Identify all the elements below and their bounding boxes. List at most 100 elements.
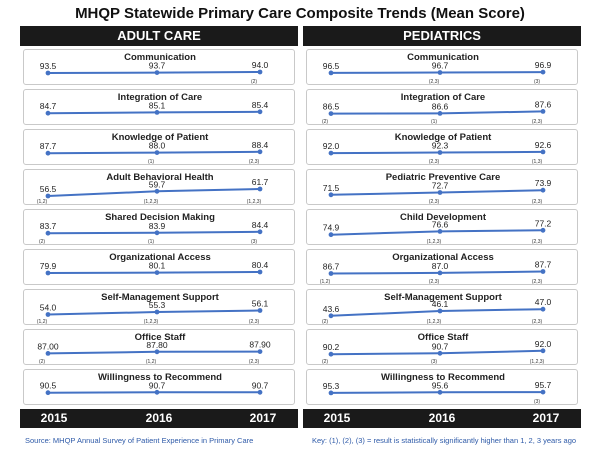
data-point: [154, 70, 160, 75]
measure-card: Willingness to Recommend 90.5 90.7 90.7: [23, 369, 295, 405]
data-label: 94.0: [252, 60, 269, 70]
data-label: 96.7: [432, 61, 449, 71]
data-point: [154, 389, 160, 395]
data-point: [257, 109, 263, 115]
trend-chart: 43.6 (2) 46.1 (1,2,3) 47.0 (2,3): [322, 297, 552, 325]
data-point: [437, 111, 443, 116]
trend-chart: 56.5 (1,2) 59.7 (1,2,3) 61.7 (1,2,3): [37, 177, 269, 205]
data-point: [257, 269, 263, 275]
data-label: 90.7: [149, 380, 166, 390]
data-point: [540, 389, 546, 395]
data-label: 87.7: [40, 141, 57, 151]
data-label: 93.5: [40, 61, 57, 71]
significance-note: (1,2): [37, 319, 48, 325]
series-title: Office Staff: [417, 332, 469, 343]
data-point: [437, 350, 443, 356]
data-label: 90.2: [323, 342, 340, 352]
measure-card: Communication 96.5 96.7 (2,3) 96.9 (3): [306, 49, 578, 85]
year-label: 2015: [40, 411, 68, 425]
data-label: 87.0: [432, 261, 449, 271]
data-point: [45, 312, 51, 317]
series-title: Willingness to Recommend: [98, 372, 222, 383]
measure-card: Shared Decision Making 83.7 (2) 83.9 (1) 84.4…: [23, 209, 295, 245]
data-label: 85.1: [149, 100, 166, 110]
source-note: Source: MHQP Annual Survey of Patient Ex…: [25, 436, 254, 445]
measure-card: Integration of Care 84.7 85.1 85.4: [23, 89, 295, 125]
year-label: 2017: [249, 411, 277, 425]
data-point: [540, 109, 546, 114]
data-label: 92.6: [535, 140, 552, 150]
data-label: 96.9: [535, 60, 552, 70]
significance-note: (2,3): [249, 359, 260, 365]
significance-note: (1,2): [146, 359, 157, 365]
data-label: 88.0: [149, 141, 166, 151]
series-line: [47, 309, 261, 316]
data-label: 80.4: [252, 260, 269, 270]
significance-note: (2,3): [249, 319, 260, 325]
year-label: 2017: [532, 411, 560, 425]
trend-chart: 92.0 92.3 (2,3) 92.6 (1,3): [323, 140, 552, 165]
series-line: [47, 150, 261, 155]
data-point: [437, 308, 443, 314]
trend-chart: 96.5 96.7 (2,3) 96.9 (3): [323, 60, 552, 85]
data-label: 92.0: [323, 141, 340, 151]
data-label: 93.7: [149, 61, 166, 71]
measure-card: Organizational Access 79.9 80.1 80.4: [23, 249, 295, 285]
data-point: [328, 351, 334, 357]
data-label: 56.5: [40, 184, 57, 194]
significance-note: (3): [534, 79, 540, 85]
data-point: [328, 313, 334, 319]
data-label: 59.7: [149, 179, 166, 189]
measure-card: Child Development 74.9 76.6 (1,2,3) 77.2 (2,3…: [306, 209, 578, 245]
data-label: 87.00: [37, 341, 59, 351]
key-note: Key: (1), (2), (3) = result is statistic…: [312, 436, 577, 445]
data-label: 71.5: [323, 183, 340, 193]
measure-card: Communication 93.5 93.7 94.0 (2): [23, 49, 295, 85]
data-point: [45, 351, 51, 356]
data-label: 95.7: [535, 380, 552, 390]
significance-note: (1): [148, 159, 154, 165]
data-label: 95.3: [323, 381, 340, 391]
data-label: 90.7: [432, 341, 449, 351]
data-point: [328, 111, 334, 116]
significance-note: (2): [322, 119, 328, 125]
data-label: 87.90: [249, 340, 271, 350]
data-point: [437, 190, 443, 195]
trend-chart: 74.9 76.6 (1,2,3) 77.2 (2,3): [323, 218, 552, 245]
data-point: [328, 271, 334, 276]
measure-card: Adult Behavioral Health 56.5 (1,2) 59.7 (1,2…: [23, 169, 295, 205]
data-label: 87.7: [535, 260, 552, 270]
series-line: [330, 71, 544, 74]
series-title: Integration of Care: [117, 92, 203, 103]
trend-chart: 84.7 85.1 85.4: [40, 100, 269, 116]
series-title: Knowledge of Patient: [111, 132, 209, 143]
data-point: [257, 389, 263, 395]
significance-note: (2,3): [532, 279, 543, 285]
series-title: Office Staff: [134, 332, 186, 343]
data-point: [437, 229, 443, 234]
significance-note: (2,3): [249, 159, 260, 165]
trend-chart: 86.7 (1,2) 87.0 (2,3) 87.7 (2,3): [320, 260, 552, 286]
data-label: 86.7: [323, 262, 340, 272]
data-label: 90.7: [252, 380, 269, 390]
data-point: [540, 69, 546, 75]
data-label: 85.4: [252, 100, 269, 110]
data-point: [328, 150, 334, 156]
significance-note: (2,3): [429, 159, 440, 165]
data-label: 73.9: [535, 178, 552, 188]
series-title: Communication: [124, 52, 196, 63]
measure-card: Office Staff 87.00 (2) 87.80 (1,2) 87.90 (2,3): [23, 329, 295, 365]
panel-header: PEDIATRICS: [303, 26, 581, 46]
trend-chart: 87.7 88.0 (1) 88.4 (2,3): [40, 140, 269, 165]
measure-card: Integration of Care 86.5 (2) 86.6 (1) 87.6 (2,…: [306, 89, 578, 125]
pediatrics-panel: PEDIATRICS Communication 96.5 96.7 (2,3) 96.…: [303, 26, 581, 428]
data-point: [540, 269, 546, 274]
data-point: [328, 232, 334, 238]
adult-care-panel: ADULT CARE Communication 93.5 93.7 94.0 (2) I…: [20, 26, 298, 428]
series-line: [47, 110, 261, 115]
significance-note: (2,3): [532, 319, 543, 325]
data-point: [437, 389, 443, 395]
data-point: [437, 70, 443, 75]
data-label: 74.9: [323, 223, 340, 233]
series-title: Self-Management Support: [384, 292, 502, 303]
